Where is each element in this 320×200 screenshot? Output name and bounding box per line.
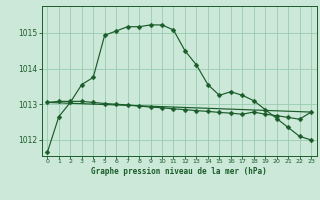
X-axis label: Graphe pression niveau de la mer (hPa): Graphe pression niveau de la mer (hPa) — [91, 167, 267, 176]
